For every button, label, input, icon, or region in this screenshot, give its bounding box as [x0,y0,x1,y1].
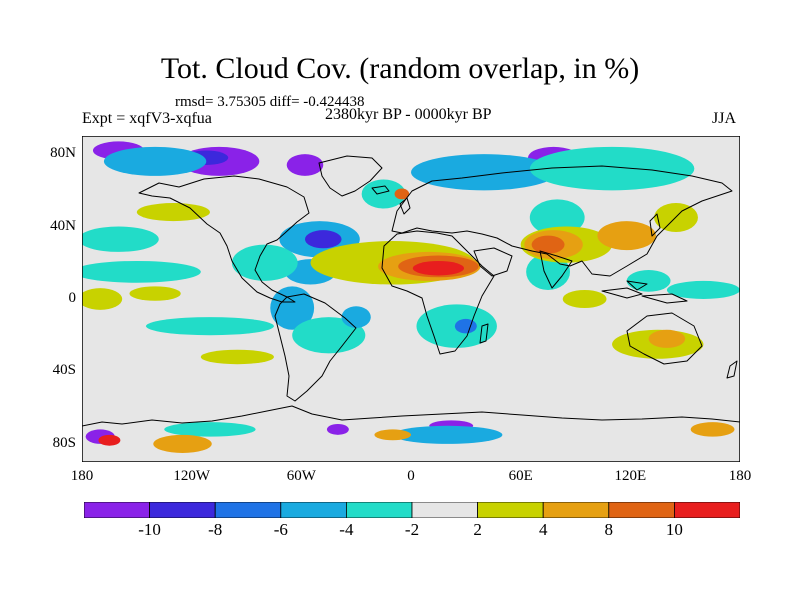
coast-iceland [371,185,390,195]
colorbar-label: 2 [473,520,482,539]
anomaly-region-22 [145,317,274,336]
anomaly-region-13 [82,226,159,252]
coast-antarctica [82,405,740,427]
anomaly-region-44 [129,286,181,301]
colorbar-swatch [674,502,740,518]
coast-australia [626,312,703,365]
anomaly-region-47 [98,434,121,446]
colorbar-label: 10 [665,520,683,539]
colorbar-swatch [84,502,150,518]
lon-tick-label: 60W [286,468,316,484]
colorbar [84,502,740,518]
colorbar-swatch [411,502,478,518]
season-label: JJA [712,110,737,127]
anomaly-region-7 [326,423,349,435]
coast-africa [381,230,495,355]
coast-north-america [138,175,310,303]
coast-eurasia [391,165,733,277]
plot-title: Tot. Cloud Cov. (random overlap, in %) [160,52,640,85]
anomaly-region-9 [411,154,558,191]
anomaly-region-39 [597,221,656,251]
anomaly-region-24 [454,318,477,334]
colorbar-swatch [149,502,216,518]
anomaly-region-38 [531,235,565,254]
lat-tick-label: 0 [68,290,77,306]
coast-south-america [274,293,357,402]
anomaly-region-43 [200,349,274,365]
coast-maritime-continent [601,280,688,304]
lat-tick-label: 80S [52,434,76,451]
anomaly-region-48 [374,429,411,441]
colorbar-swatch [214,502,282,518]
anomaly-region-45 [562,289,607,309]
colorbar-label: -6 [273,520,288,539]
anomaly-region-3 [286,154,324,176]
coast-greenland [318,155,383,197]
lat-tick-label: 80N [50,145,76,162]
anomaly-region-35 [412,260,465,276]
colorbar-swatch [345,502,413,518]
colorbar-label: -4 [339,520,354,539]
lon-tick-label: 120W [173,468,210,484]
anomaly-region-28 [392,425,503,444]
anomaly-region-30 [82,288,123,310]
colorbar-swatch [608,502,675,518]
colorbar-label: 4 [538,520,548,539]
anomaly-region-46 [153,434,212,453]
lon-tick-label: 180 [70,468,94,484]
coast-india [539,250,573,289]
period-label: 2380kyr BP - 0000kyr BP [325,106,492,123]
anomaly-region-8 [103,146,207,176]
anomaly-region-19 [270,286,315,330]
coast-arabia [473,247,513,277]
coast-new-zealand [726,360,738,379]
lon-tick-label: 60E [508,468,533,484]
anomaly-region-31 [136,203,210,222]
colorbar-swatch [542,502,610,518]
anomaly-region-11 [529,199,585,236]
anomaly-region-42 [648,329,686,348]
anomaly-region-14 [82,260,201,283]
anomaly-region-21 [341,306,371,328]
anomaly-region-26 [666,280,740,299]
lon-tick-label: 0 [407,468,415,484]
anomaly-region-49 [690,422,735,437]
anomaly-region-50 [394,188,410,200]
lat-tick-label: 40N [50,217,76,234]
map-background [82,136,740,462]
cloud-cover-anomaly-map [82,136,740,462]
lon-tick-label: 120E [614,468,647,484]
experiment-label: Expt = xqfV3-xqfua [82,110,212,127]
anomaly-region-27 [626,270,671,292]
coastlines [82,155,740,427]
colorbar-label: 8 [604,520,614,539]
lat-tick-label: 40S [52,362,76,379]
colorbar-swatch [477,502,544,518]
anomaly-fields [82,141,740,453]
anomaly-region-18 [231,244,298,281]
lon-tick-label: 180 [728,468,752,484]
coast-japan [649,213,661,237]
colorbar-label: -2 [404,520,420,539]
colorbar-label: -8 [208,520,223,539]
anomaly-region-10 [529,146,695,191]
anomaly-region-16 [304,230,342,249]
coast-british-isles [399,197,411,215]
anomaly-region-12 [361,179,406,209]
anomaly-region-29 [164,422,256,437]
anomaly-region-20 [292,317,366,354]
colorbar-swatch [280,502,347,518]
coast-madagascar [479,323,489,344]
rmsd-diff-stats: rmsd= 3.75305 diff= -0.424438 [175,94,365,110]
colorbar-label: -10 [138,520,161,539]
